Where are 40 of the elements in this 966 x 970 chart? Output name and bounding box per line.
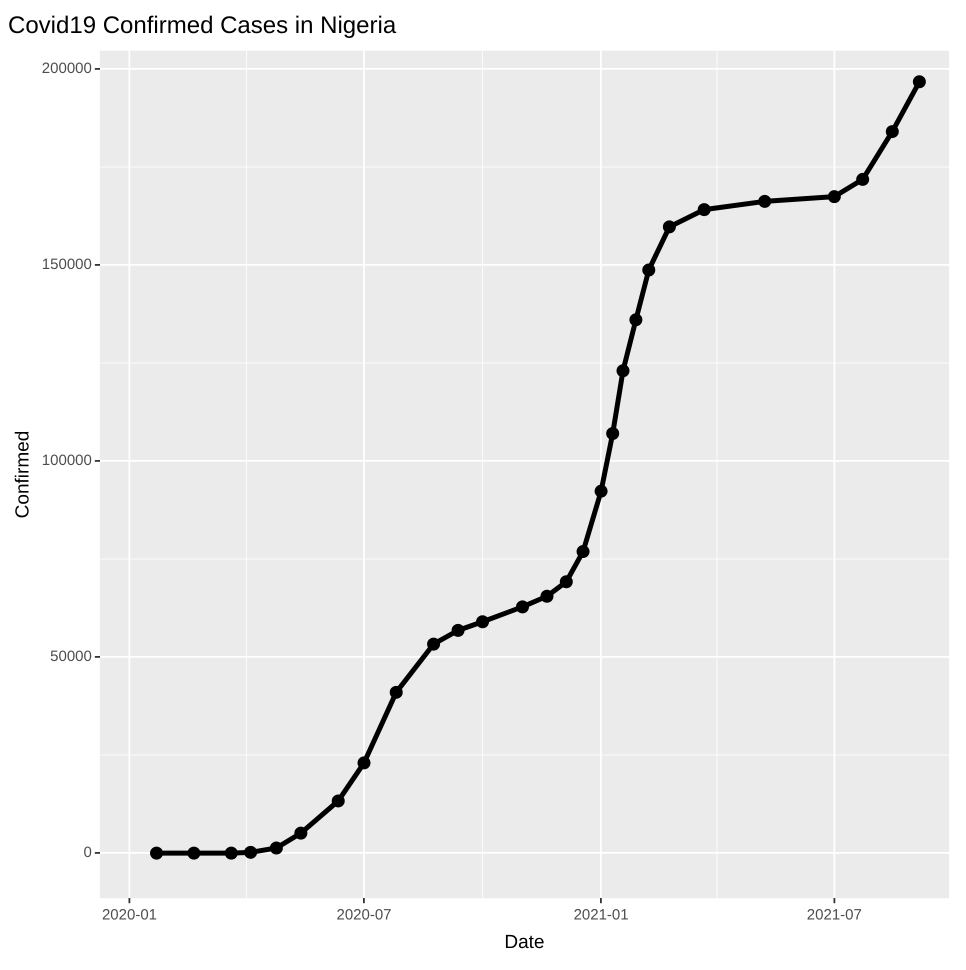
- x-tick-label: 2020-07: [336, 906, 392, 924]
- x-axis-title: Date: [504, 932, 544, 953]
- point: [476, 615, 490, 628]
- point: [516, 600, 529, 614]
- x-tick-label: 2021-01: [574, 906, 629, 924]
- x-tick-label: 2021-07: [806, 906, 862, 924]
- point: [758, 194, 772, 208]
- point: [540, 590, 554, 603]
- point: [606, 427, 620, 440]
- point: [616, 364, 630, 378]
- point: [594, 484, 608, 498]
- point: [244, 846, 258, 859]
- point: [390, 686, 403, 699]
- point: [642, 264, 656, 277]
- point: [294, 826, 308, 840]
- point: [828, 190, 841, 204]
- point: [629, 313, 642, 326]
- point: [358, 756, 371, 770]
- point: [427, 638, 440, 651]
- point: [452, 624, 465, 637]
- point: [886, 125, 899, 138]
- point: [662, 220, 676, 234]
- point: [856, 172, 870, 186]
- point: [332, 794, 345, 808]
- x-tick-label: 2020-01: [102, 906, 158, 924]
- point: [270, 842, 283, 855]
- y-tick-label: 0: [84, 844, 92, 862]
- y-tick-label: 200000: [42, 60, 92, 77]
- y-axis-title: Confirmed: [12, 430, 34, 518]
- point: [912, 75, 926, 88]
- point: [187, 846, 200, 860]
- point: [576, 545, 590, 558]
- y-tick-label: 100000: [42, 452, 92, 470]
- point: [224, 846, 238, 860]
- point: [698, 203, 711, 216]
- point: [560, 575, 573, 588]
- y-tick-label: 150000: [42, 256, 92, 274]
- point: [150, 846, 164, 860]
- chart-title: Covid19 Confirmed Cases in Nigeria: [8, 12, 397, 40]
- y-tick-label: 50000: [50, 648, 92, 666]
